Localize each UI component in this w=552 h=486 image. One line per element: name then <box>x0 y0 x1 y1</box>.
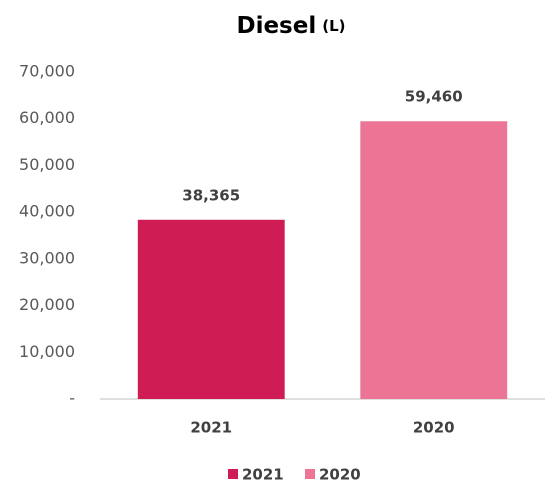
y-tick-label: 50,000 <box>19 155 75 174</box>
legend-label: 2021 <box>242 466 284 484</box>
y-tick-label: 20,000 <box>19 295 75 314</box>
y-tick-label: 40,000 <box>19 202 75 221</box>
title-text: Diesel <box>236 13 316 39</box>
y-tick-label: 60,000 <box>19 108 75 127</box>
legend-swatch <box>305 469 315 479</box>
x-tick-label: 2020 <box>413 419 455 437</box>
bar <box>360 121 508 400</box>
y-tick-label: 10,000 <box>19 342 75 361</box>
title-unit: (L) <box>322 17 345 35</box>
y-tick-label: 30,000 <box>19 248 75 267</box>
data-label: 38,365 <box>182 186 240 204</box>
bar <box>137 219 285 399</box>
y-tick-label: 70,000 <box>19 62 75 81</box>
legend-swatch <box>228 469 238 479</box>
chart-title: Diesel (L) <box>236 13 345 39</box>
y-tick-label: - <box>69 389 75 408</box>
x-tick-label: 2021 <box>190 419 232 437</box>
legend-label: 2020 <box>319 466 361 484</box>
data-label: 59,460 <box>405 88 463 106</box>
